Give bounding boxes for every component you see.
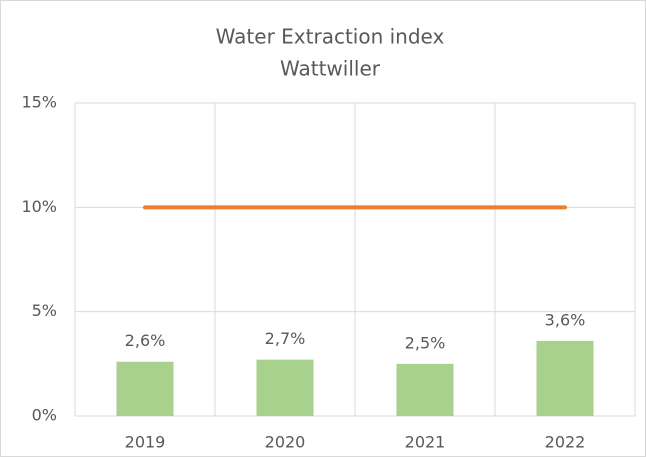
chart-subtitle: Wattwiller [280, 57, 381, 81]
bar [396, 363, 454, 416]
bar [116, 361, 174, 416]
y-tick-label: 5% [32, 301, 57, 320]
chart-title: Water Extraction index [216, 25, 445, 49]
x-tick-label: 2020 [265, 433, 306, 452]
data-label: 2,6% [125, 331, 166, 350]
x-tick-label: 2019 [125, 433, 166, 452]
x-tick-label: 2022 [545, 433, 586, 452]
bar [536, 340, 594, 416]
y-tick-label: 0% [32, 406, 57, 425]
y-tick-label: 15% [21, 93, 57, 112]
data-label: 2,7% [265, 329, 306, 348]
data-label: 2,5% [405, 333, 446, 352]
bar [256, 359, 314, 416]
y-tick-label: 10% [21, 197, 57, 216]
data-label: 3,6% [545, 310, 586, 329]
x-tick-label: 2021 [405, 433, 446, 452]
